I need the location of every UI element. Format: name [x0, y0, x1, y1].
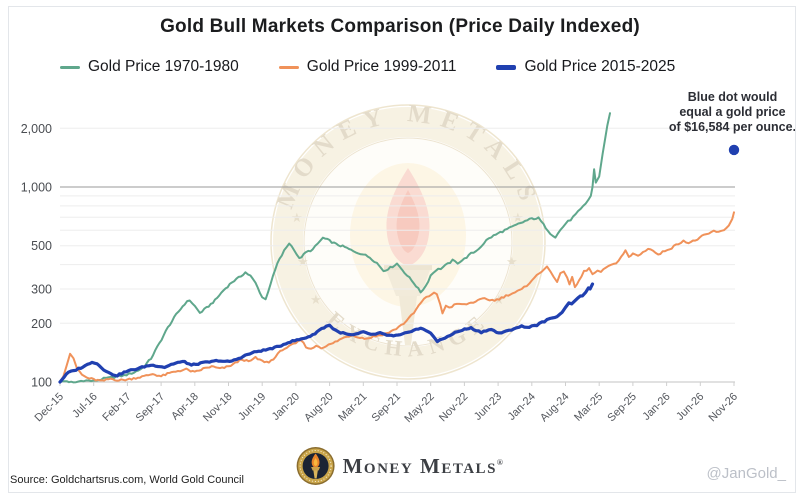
series-line-gold-2015-2025 — [58, 282, 595, 384]
y-axis-tick-label: 1,000 — [21, 181, 52, 195]
watermark-band — [273, 107, 543, 377]
page-title: Gold Bull Markets Comparison (Price Dail… — [160, 16, 640, 37]
money-metals-seal-icon — [296, 447, 335, 485]
x-axis-tick-label: Mar-25 — [572, 391, 605, 424]
x-axis-tick-label: Jun-26 — [674, 391, 706, 423]
x-axis-tick-label: Nov-26 — [707, 391, 741, 425]
blue-dot-marker — [728, 144, 740, 156]
x-axis-tick-label: Nov-18 — [201, 391, 235, 425]
y-axis-tick-label: 200 — [31, 317, 52, 331]
money-metals-brand: Money Metals® — [296, 446, 505, 486]
annotation-line: Blue dot would — [687, 90, 778, 104]
legend-item-1999-2011: Gold Price 1999-2011 — [278, 58, 457, 76]
x-axis-tick-label: Mar-21 — [336, 391, 369, 424]
watermark-inner-ring — [303, 137, 513, 347]
watermark-star-icon: ★ — [506, 254, 518, 269]
registered-mark: ® — [496, 457, 505, 467]
watermark-torch-rim — [384, 265, 432, 270]
series-line-gold-1970-1980 — [59, 112, 611, 384]
legend-swatch-teal — [60, 65, 80, 69]
x-axis-tick-label: Sep-21 — [370, 391, 404, 425]
y-axis-tick-label: 500 — [31, 239, 52, 253]
source-note: Source: Goldchartsrus.com, World Gold Co… — [10, 474, 244, 486]
legend-swatch-blue — [496, 64, 517, 70]
x-axis-tick-label: Apr-18 — [169, 391, 201, 423]
x-axis-tick-label: Dec-15 — [33, 391, 67, 425]
x-axis-tick-label: Aug-24 — [538, 391, 572, 425]
x-axis-tick-label: Jan-20 — [270, 391, 302, 423]
legend-swatch-orange — [278, 65, 299, 69]
y-axis-tick-label: 300 — [31, 282, 52, 296]
series-line-gold-1999-2011 — [59, 211, 735, 383]
x-axis-tick-label: Nov-22 — [437, 391, 471, 425]
legend-label: Gold Price 1999-2011 — [306, 58, 457, 75]
legend-item-1970-1980: Gold Price 1970-1980 — [60, 58, 239, 76]
watermark-star-icon: ★ — [310, 292, 322, 307]
x-axis-tick-label: Jun-19 — [236, 391, 268, 423]
x-axis-tick-label: May-22 — [402, 391, 436, 425]
watermark-star-icon: ★ — [297, 254, 309, 269]
money-metals-watermark-seal: MONEY METALS EXCHANGE ★ ★ ★ ★ ★ ★ — [270, 100, 546, 380]
twitter-handle: @JanGold_ — [706, 465, 786, 482]
gridlines — [60, 127, 735, 383]
annotation-line: equal a gold price — [679, 105, 786, 119]
brand-wordmark: Money Metals® — [342, 453, 505, 478]
y-axis-tick-label: 2,000 — [21, 122, 52, 136]
x-axis-tick-label: Jul-16 — [70, 391, 100, 421]
legend-label: Gold Price 2015-2025 — [524, 58, 676, 75]
x-axis-tick-label: Aug-20 — [302, 391, 336, 425]
x-axis-tick-label: Jan-24 — [506, 391, 538, 423]
x-axis-tick-label: Jan-26 — [640, 391, 672, 423]
watermark-outer-ring — [270, 104, 546, 380]
y-axis-tick-label: 100 — [31, 376, 52, 390]
annotation-line: of $16,584 per ounce. — [668, 120, 797, 134]
legend: Gold Price 1970-1980 Gold Price 1999-201… — [60, 58, 675, 76]
x-axis-tick-label: Sep-17 — [134, 391, 168, 425]
legend-item-2015-2025: Gold Price 2015-2025 — [496, 58, 675, 76]
x-axis-tick-label: Jun-23 — [472, 391, 504, 423]
x-axis-tick-label: Feb-17 — [100, 391, 133, 424]
x-axis-tick-label: Sep-25 — [605, 391, 639, 425]
data-series — [58, 112, 740, 384]
legend-label: Gold Price 1970-1980 — [88, 58, 239, 75]
blue-dot-annotation: Blue dot would equal a gold price of $16… — [645, 90, 800, 135]
